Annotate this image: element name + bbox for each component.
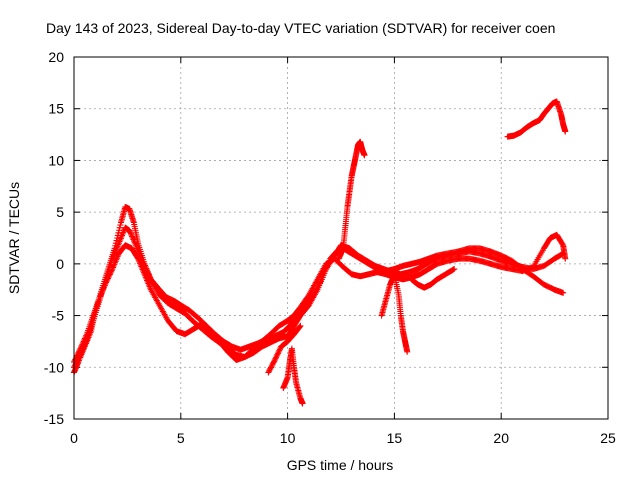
series-track-6 bbox=[335, 138, 368, 262]
plus-point bbox=[72, 356, 79, 363]
y-tick-label: -5 bbox=[52, 308, 65, 324]
series-track-8 bbox=[408, 266, 458, 291]
plus-point bbox=[128, 232, 135, 239]
y-tick-label: 20 bbox=[48, 49, 64, 65]
plot-frame bbox=[73, 56, 609, 420]
plus-point bbox=[560, 289, 567, 296]
y-axis-label: SDTVAR / TECUs bbox=[6, 182, 22, 294]
plus-point bbox=[131, 237, 138, 244]
y-tick-label: 5 bbox=[56, 204, 64, 220]
series-track-9 bbox=[504, 98, 569, 140]
plus-point bbox=[275, 348, 282, 355]
y-tick-labels: -15 -10 -5 0 5 10 15 20 bbox=[44, 49, 64, 427]
plus-point bbox=[361, 152, 368, 159]
chart-title: Day 143 of 2023, Sidereal Day-to-day VTE… bbox=[46, 20, 555, 36]
plus-point bbox=[116, 224, 123, 231]
series-track-2 bbox=[71, 224, 567, 371]
series-track-5 bbox=[280, 345, 306, 407]
plus-point bbox=[74, 351, 81, 358]
x-tick-label: 25 bbox=[600, 430, 616, 446]
plus-point bbox=[73, 353, 80, 360]
x-tick-label: 0 bbox=[70, 430, 78, 446]
series-track-4 bbox=[265, 322, 304, 376]
plus-point bbox=[276, 346, 283, 353]
plus-point bbox=[77, 345, 84, 352]
plus-point bbox=[296, 323, 303, 330]
plus-point bbox=[74, 352, 81, 359]
data-marks bbox=[71, 98, 569, 407]
plus-point bbox=[106, 271, 113, 278]
plus-point bbox=[79, 339, 86, 346]
plus-point bbox=[272, 355, 279, 362]
plus-point bbox=[562, 255, 569, 262]
plus-point bbox=[71, 357, 78, 364]
plus-point bbox=[117, 222, 124, 229]
plus-point bbox=[451, 266, 458, 273]
plus-point bbox=[273, 353, 280, 360]
y-tick-label: -15 bbox=[44, 411, 64, 427]
plus-point bbox=[83, 332, 90, 339]
plus-point bbox=[78, 344, 85, 351]
x-tick-label: 5 bbox=[177, 430, 185, 446]
axis-ticks bbox=[73, 56, 609, 420]
plus-point bbox=[81, 336, 88, 343]
plus-point bbox=[81, 335, 88, 342]
plus-point bbox=[271, 357, 278, 364]
plus-point bbox=[82, 334, 89, 341]
series-track-3 bbox=[71, 231, 569, 366]
y-tick-label: 0 bbox=[56, 256, 64, 272]
plus-point bbox=[75, 349, 82, 356]
x-tick-label: 20 bbox=[493, 430, 509, 446]
plus-point bbox=[76, 347, 83, 354]
plus-point bbox=[104, 275, 111, 282]
plus-point bbox=[129, 235, 136, 241]
plus-point bbox=[126, 227, 133, 234]
plus-point bbox=[562, 128, 569, 135]
y-tick-label: 15 bbox=[48, 101, 64, 117]
plus-point bbox=[132, 240, 139, 247]
y-tick-label: -10 bbox=[44, 359, 64, 375]
series-track-7 bbox=[378, 271, 411, 355]
plus-point bbox=[130, 236, 137, 243]
plus-point bbox=[80, 338, 87, 345]
plus-point bbox=[297, 322, 304, 329]
grid-lines bbox=[74, 57, 608, 419]
plus-point bbox=[127, 230, 134, 237]
x-tick-labels: 0 5 10 15 20 25 bbox=[70, 430, 616, 446]
plus-point bbox=[108, 268, 115, 275]
plus-point bbox=[273, 354, 280, 361]
plus-point bbox=[107, 270, 114, 277]
plus-point bbox=[103, 278, 110, 285]
plus-point bbox=[103, 279, 110, 286]
plus-point bbox=[129, 233, 136, 240]
y-tick-label: 10 bbox=[48, 152, 64, 168]
plus-point bbox=[108, 267, 115, 274]
plus-point bbox=[79, 341, 86, 348]
plus-point bbox=[76, 348, 83, 355]
plus-point bbox=[106, 272, 113, 279]
plus-point bbox=[276, 347, 283, 354]
plus-point bbox=[299, 400, 306, 407]
x-tick-label: 10 bbox=[280, 430, 296, 446]
plus-point bbox=[131, 239, 138, 246]
plus-point bbox=[78, 342, 85, 349]
plus-point bbox=[404, 348, 411, 355]
plus-point bbox=[134, 254, 141, 261]
plus-point bbox=[274, 351, 281, 358]
x-tick-label: 15 bbox=[387, 430, 403, 446]
plus-point bbox=[105, 274, 112, 281]
plus-point bbox=[271, 358, 278, 365]
plus-point bbox=[274, 350, 281, 357]
x-axis-label: GPS time / hours bbox=[287, 457, 394, 473]
plus-point bbox=[104, 276, 111, 283]
plus-point bbox=[127, 229, 134, 236]
